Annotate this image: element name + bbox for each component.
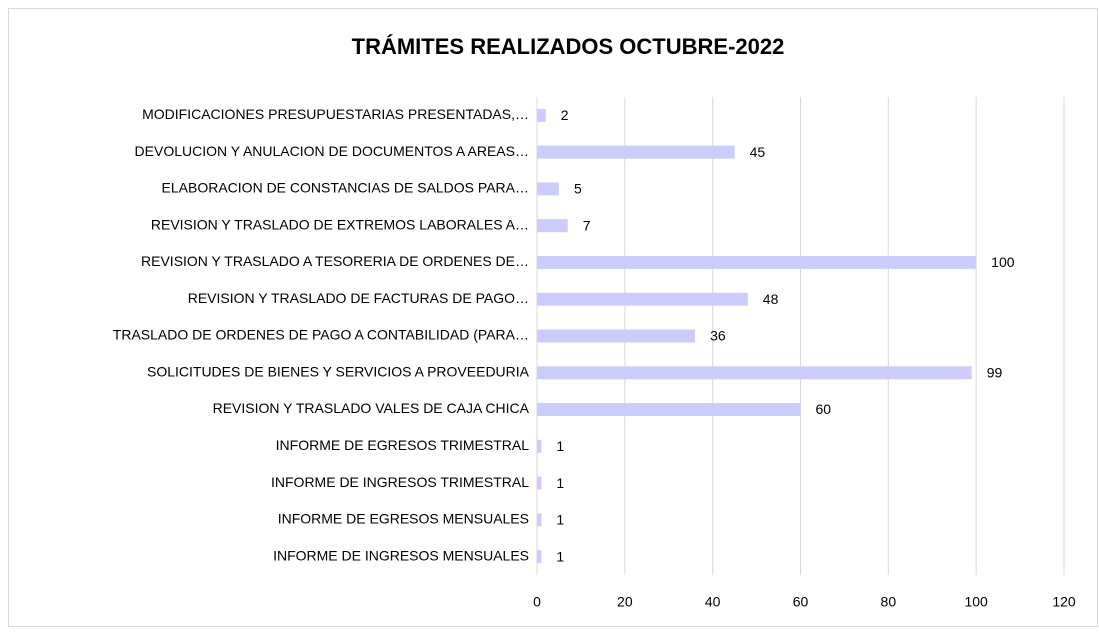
bar [537,329,696,343]
x-tick-label: 120 [1052,594,1076,610]
bar [537,255,977,269]
bar [537,550,542,564]
y-tick-label: INFORME DE EGRESOS TRIMESTRAL [276,437,530,453]
data-label: 36 [710,328,726,344]
data-label: 7 [583,217,591,233]
data-label: 45 [750,144,766,160]
x-tick-label: 100 [964,594,988,610]
bar [537,403,801,417]
bar [537,108,546,122]
bar [537,439,542,453]
data-label: 1 [556,438,564,454]
data-label: 2 [561,107,569,123]
x-tick-label: 60 [793,594,809,610]
data-label: 100 [991,254,1015,270]
y-tick-label: REVISION Y TRASLADO A TESORERIA DE ORDEN… [141,253,529,269]
x-tick-label: 40 [705,594,721,610]
x-tick-label: 0 [533,594,541,610]
y-tick-label: INFORME DE INGRESOS TRIMESTRAL [271,474,529,490]
bar [537,219,568,233]
y-tick-label: INFORME DE EGRESOS MENSUALES [278,511,529,527]
data-label: 1 [556,512,564,528]
data-label: 1 [556,548,564,564]
y-tick-label: MODIFICACIONES PRESUPUESTARIAS PRESENTAD… [142,106,529,122]
bar [537,145,735,159]
y-tick-label: TRASLADO DE ORDENES DE PAGO A CONTABILID… [113,327,529,343]
bar [537,476,542,490]
data-label: 48 [763,291,779,307]
y-tick-label: ELABORACION DE CONSTANCIAS DE SALDOS PAR… [162,180,529,196]
bar [537,366,972,380]
bar [537,513,542,527]
chart-title: TRÁMITES REALIZADOS OCTUBRE-2022 [352,34,785,59]
x-tick-label: 80 [881,594,897,610]
data-label: 5 [574,181,582,197]
bar [537,292,748,306]
data-label: 1 [556,475,564,491]
y-tick-label: DEVOLUCION Y ANULACION DE DOCUMENTOS A A… [135,143,529,159]
data-label: 99 [987,364,1003,380]
chart-frame [8,8,1098,627]
y-tick-label: REVISION Y TRASLADO DE FACTURAS DE PAGO… [188,290,529,306]
x-tick-label: 20 [617,594,633,610]
bar [537,182,559,196]
data-label: 60 [816,401,832,417]
y-tick-label: REVISION Y TRASLADO VALES DE CAJA CHICA [213,400,530,416]
y-tick-label: REVISION Y TRASLADO DE EXTREMOS LABORALE… [151,216,529,232]
y-tick-label: INFORME DE INGRESOS MENSUALES [273,547,529,563]
y-tick-label: SOLICITUDES DE BIENES Y SERVICIOS A PROV… [147,363,530,379]
